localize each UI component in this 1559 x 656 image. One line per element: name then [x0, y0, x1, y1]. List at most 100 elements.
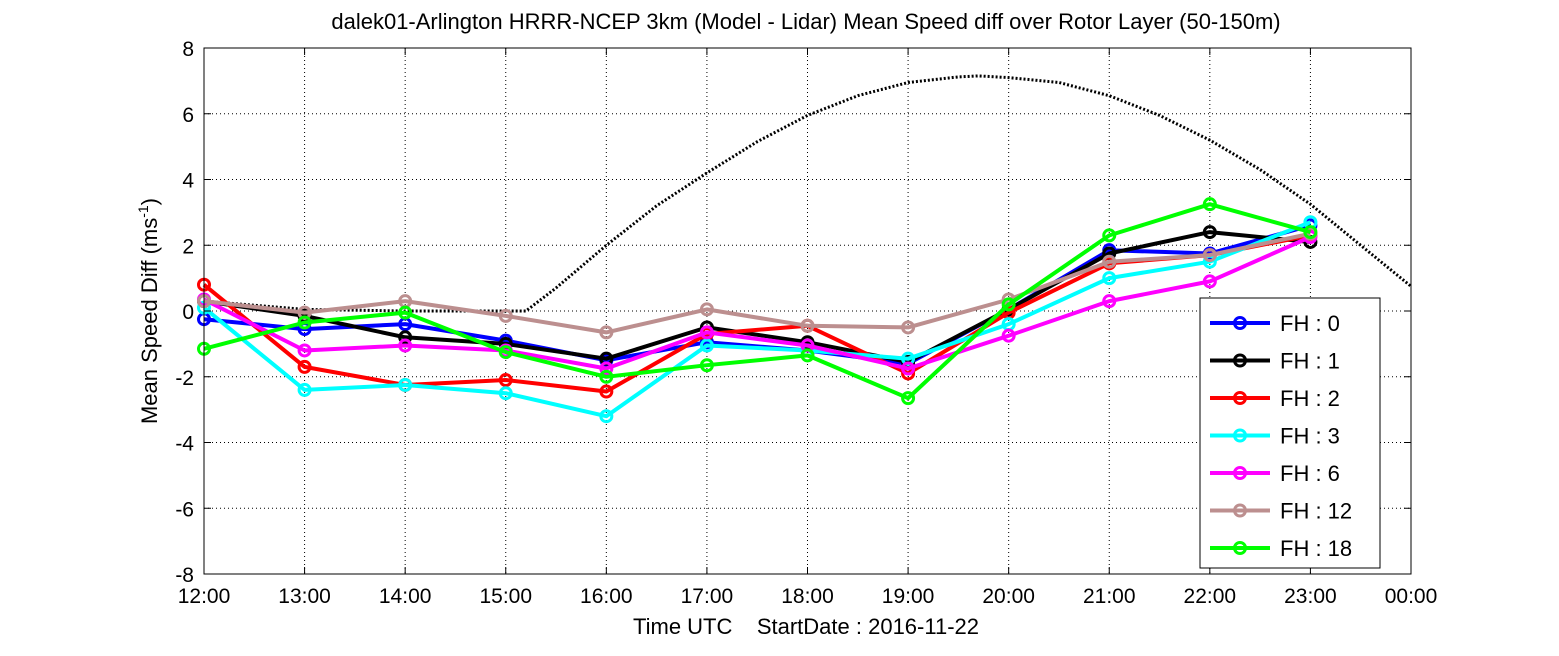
series-group	[197, 197, 1318, 424]
data-point	[901, 320, 916, 335]
data-point	[901, 361, 916, 376]
x-tick-label: 19:00	[882, 585, 935, 608]
y-tick-label: -8	[175, 564, 194, 587]
legend-swatch-marker	[1233, 541, 1247, 555]
data-point	[1102, 271, 1117, 286]
data-point	[1001, 328, 1016, 343]
x-axis-tick-labels: 12:00 13:00 14:00 15:00 16:00 17:00 18:00 19:00…	[178, 585, 1438, 608]
legend-box	[1199, 297, 1381, 569]
data-point	[498, 308, 513, 323]
data-point	[1202, 248, 1217, 263]
legend-item: FH : 12	[1210, 499, 1352, 524]
data-point	[800, 348, 815, 363]
x-tick-label: 13:00	[278, 585, 331, 608]
data-point	[398, 330, 413, 345]
y-tick-label: -6	[175, 498, 194, 521]
legend-swatch-marker	[1233, 353, 1247, 368]
data-point	[1202, 274, 1217, 289]
data-point	[1202, 197, 1217, 212]
x-axis-label: Time UTC StartDate : 2016-11-22	[633, 614, 979, 639]
data-point	[599, 361, 614, 376]
data-point	[699, 325, 714, 340]
data-point	[398, 377, 413, 392]
y-axis-label-main: Mean Speed Diff (ms	[137, 218, 162, 424]
x-tick-label: 17:00	[681, 585, 734, 608]
y-axis-label-superscript: -1	[135, 205, 151, 218]
data-point	[297, 382, 312, 397]
data-point	[599, 369, 614, 384]
axis-ticks	[203, 47, 1412, 575]
x-tick-label: 16:00	[580, 585, 633, 608]
series-line	[202, 220, 1312, 419]
legend-label: FH : 6	[1280, 461, 1340, 486]
x-tick-label: 14:00	[379, 585, 432, 608]
data-point	[1202, 225, 1217, 240]
y-tick-label: 2	[182, 235, 194, 258]
x-tick-label: 12:00	[178, 585, 231, 608]
x-tick-label: 18:00	[781, 585, 834, 608]
x-tick-label: 20:00	[982, 585, 1035, 608]
data-point	[1102, 228, 1117, 243]
data-point	[901, 391, 916, 406]
legend-label: FH : 18	[1280, 536, 1352, 561]
data-point	[1303, 225, 1318, 240]
data-point	[599, 384, 614, 399]
legend-item: FH : 0	[1210, 311, 1340, 336]
data-point	[398, 305, 413, 320]
y-tick-label: 6	[182, 104, 194, 127]
legend-swatch-marker	[1233, 466, 1247, 480]
legend-label: FH : 1	[1280, 349, 1340, 374]
data-point	[800, 318, 815, 333]
data-point	[398, 338, 413, 353]
legend-label: FH : 3	[1280, 424, 1340, 449]
data-point	[1001, 297, 1016, 312]
legend-swatch-marker	[1233, 428, 1247, 443]
y-tick-label: 8	[182, 38, 194, 61]
x-tick-label: 23:00	[1284, 585, 1337, 608]
data-point	[599, 325, 614, 340]
y-axis-label: Mean Speed Diff (ms-1)	[135, 198, 162, 424]
legend-swatch-marker	[1233, 316, 1247, 330]
legend-swatch-marker	[1233, 391, 1247, 405]
y-tick-label: -2	[175, 367, 194, 390]
data-point	[1102, 294, 1117, 309]
data-point	[297, 343, 312, 358]
legend-label: FH : 2	[1280, 386, 1340, 411]
x-tick-label: 21:00	[1083, 585, 1136, 608]
y-axis-label-end: )	[137, 198, 162, 205]
data-point	[1102, 254, 1117, 269]
data-point	[297, 315, 312, 330]
legend-swatch-marker	[1233, 503, 1247, 518]
legend-item: FH : 1	[1210, 349, 1340, 374]
data-point	[699, 358, 714, 373]
x-tick-label: 22:00	[1184, 585, 1237, 608]
y-tick-label: 4	[182, 170, 194, 193]
legend-label: FH : 12	[1280, 499, 1352, 524]
data-point	[498, 373, 513, 388]
data-point	[498, 345, 513, 360]
legend-item: FH : 3	[1210, 424, 1340, 449]
series-line	[203, 235, 1312, 371]
data-point	[699, 338, 714, 353]
series-fh-3	[197, 215, 1318, 424]
legend-label: FH : 0	[1280, 311, 1340, 336]
y-tick-label: 0	[182, 301, 194, 324]
series-fh-18	[197, 197, 1318, 406]
legend-item: FH : 6	[1210, 461, 1340, 486]
legend-item: FH : 2	[1210, 386, 1340, 411]
series-line	[203, 202, 1311, 401]
x-tick-label: 15:00	[479, 585, 532, 608]
data-point	[599, 409, 614, 424]
data-point	[699, 302, 714, 317]
legend-item: FH : 18	[1210, 536, 1352, 561]
data-point	[297, 359, 312, 374]
chart-title: dalek01-Arlington HRRR-NCEP 3km (Model -…	[331, 9, 1280, 34]
series-line	[203, 231, 1311, 335]
legend: FH : 0 FH : 1 FH : 2 FH : 3 FH : 6 FH : 12 FH …	[1199, 297, 1381, 569]
x-tick-label: 00:00	[1385, 585, 1438, 608]
series-line	[203, 230, 1311, 364]
y-axis-tick-labels: -8 -6 -4 -2 0 2 4 6 8	[175, 38, 194, 587]
y-tick-label: -4	[175, 433, 194, 456]
data-point	[498, 386, 513, 401]
